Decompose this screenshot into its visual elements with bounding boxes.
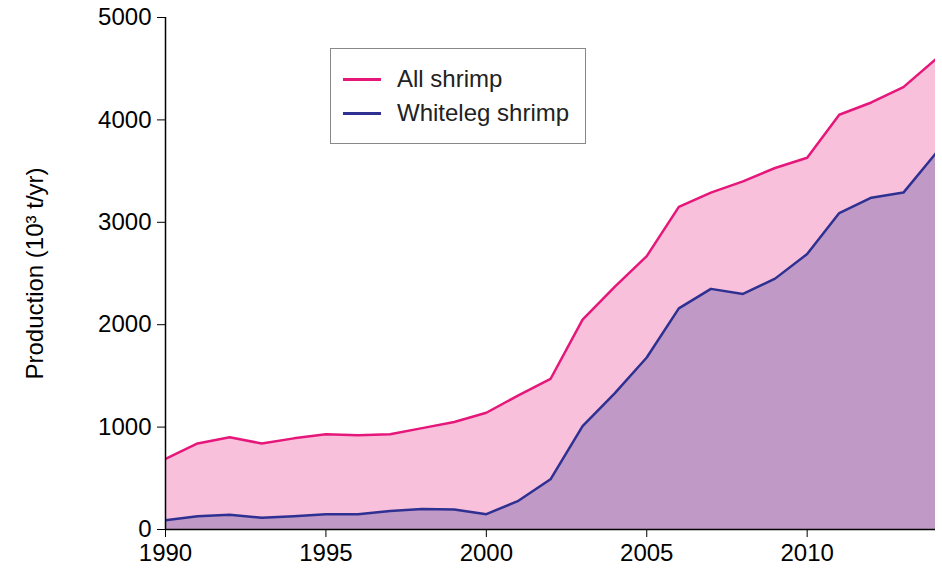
svg-text:2000: 2000 (98, 310, 151, 337)
svg-text:4000: 4000 (98, 106, 151, 133)
svg-text:3000: 3000 (98, 208, 151, 235)
svg-text:5000: 5000 (98, 3, 151, 30)
svg-text:2010: 2010 (780, 539, 833, 566)
html-text:All shrimp: All shrimp (397, 65, 503, 92)
svg-text:1995: 1995 (299, 539, 352, 566)
svg-text:2000: 2000 (460, 539, 513, 566)
svg-text:1990: 1990 (139, 539, 192, 566)
svg-text:2005: 2005 (620, 539, 673, 566)
svg-text:Production (10³ t/yr): Production (10³ t/yr) (21, 167, 48, 379)
html-text:Whiteleg shrimp: Whiteleg shrimp (397, 99, 570, 126)
svg-text:1000: 1000 (98, 413, 151, 440)
svg-text:0: 0 (138, 515, 152, 543)
